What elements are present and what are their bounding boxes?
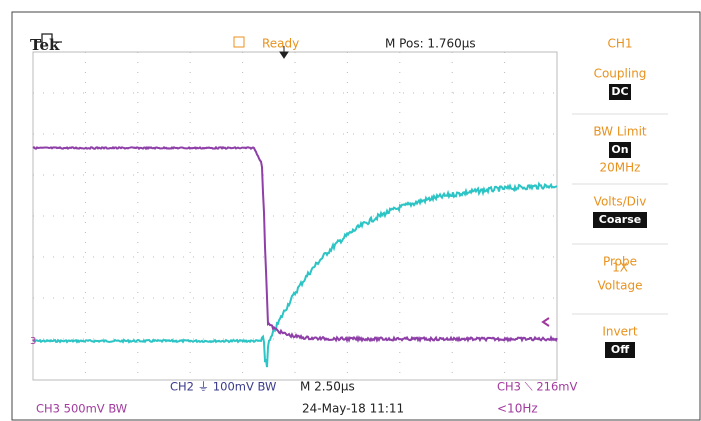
frequency: <10Hz xyxy=(497,402,538,416)
timebase: M 2.50µs xyxy=(300,380,355,394)
menu-line: Voltage xyxy=(597,279,642,293)
ch2-scale: CH2 ⏚ 100mV BW xyxy=(170,380,276,394)
menu-title: CH1 xyxy=(607,37,632,51)
menu-label: Coupling xyxy=(594,67,647,81)
brand: Tek xyxy=(30,36,60,54)
status: Ready xyxy=(262,37,299,51)
menu-line: 1X xyxy=(612,261,628,275)
oscilloscope-screen: Tek Ready M Pos: 1.760µs 3 CH1 Coupling DC… xyxy=(0,0,701,421)
menu-extra: 20MHz xyxy=(600,161,641,175)
m-pos: M Pos: 1.760µs xyxy=(385,37,476,51)
menu-value: DC xyxy=(611,85,628,98)
ch3-scale: CH3 500mV BW xyxy=(36,402,127,416)
menu-value: On xyxy=(611,143,628,156)
ch-marker: 3 xyxy=(30,336,36,347)
trigger-info: CH3 ⟍ 216mV xyxy=(497,380,578,394)
menu-value: Coarse xyxy=(599,213,642,226)
menu-label: Volts/Div xyxy=(594,195,647,209)
datetime: 24-May-18 11:11 xyxy=(302,402,404,416)
menu-label: Invert xyxy=(602,325,638,339)
menu-label: BW Limit xyxy=(593,125,647,139)
menu-value: Off xyxy=(611,343,629,356)
